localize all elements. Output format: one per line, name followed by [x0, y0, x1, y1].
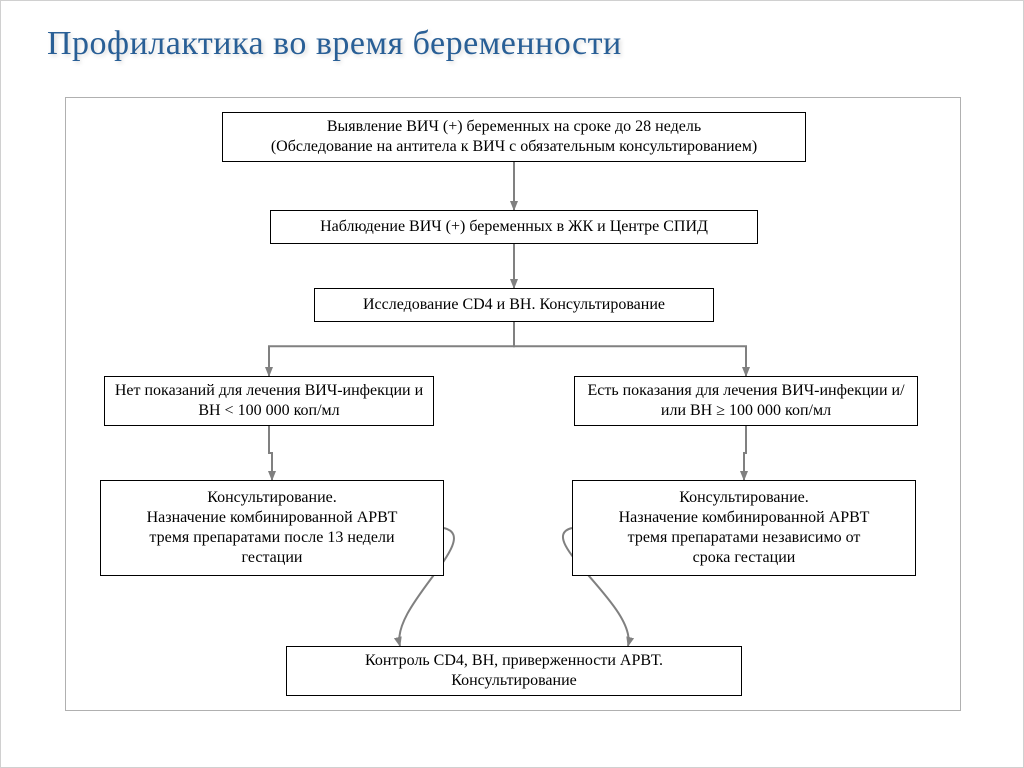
slide: Профилактика во время беременности Выявл…	[0, 0, 1024, 768]
flowchart-container: Выявление ВИЧ (+) беременных на сроке до…	[65, 97, 961, 711]
node-no-indication: Нет показаний для лечения ВИЧ-инфекции и…	[104, 376, 434, 426]
node-has-indication: Есть показания для лечения ВИЧ-инфекции …	[574, 376, 918, 426]
node-arvt-any: Консультирование.Назначение комбинирован…	[572, 480, 916, 576]
slide-title: Профилактика во время беременности	[1, 1, 1023, 63]
node-observation: Наблюдение ВИЧ (+) беременных в ЖК и Цен…	[270, 210, 758, 244]
node-cd4-research: Исследование CD4 и ВН. Консультирование	[314, 288, 714, 322]
node-detection: Выявление ВИЧ (+) беременных на сроке до…	[222, 112, 806, 162]
node-arvt-after-13: Консультирование.Назначение комбинирован…	[100, 480, 444, 576]
node-control: Контроль CD4, ВН, приверженности АРВТ.Ко…	[286, 646, 742, 696]
